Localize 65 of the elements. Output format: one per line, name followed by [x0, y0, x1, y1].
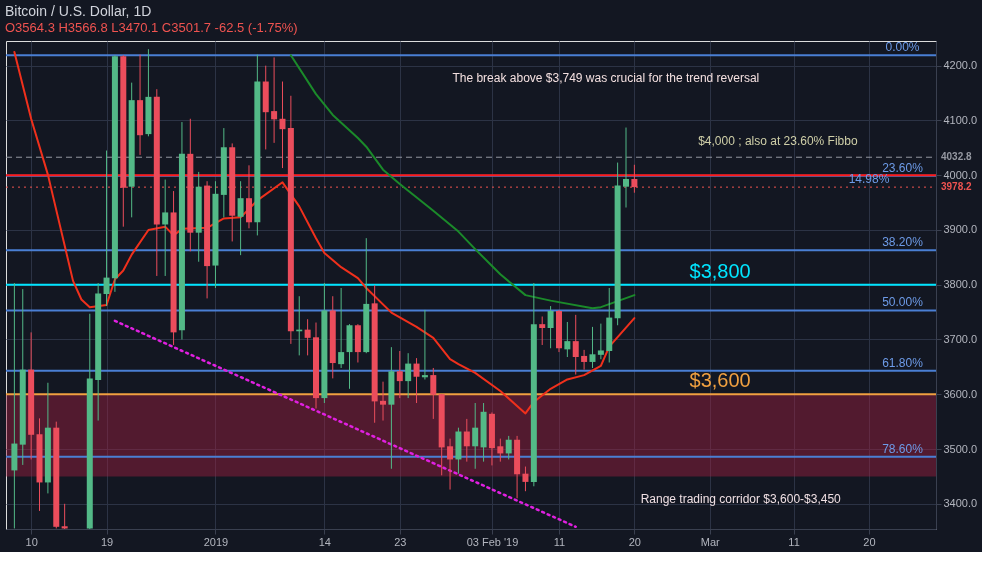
candlestick: [162, 179, 169, 277]
annotation: 23.60%: [882, 160, 924, 175]
annotation: 61.80%: [882, 355, 924, 370]
candlestick: [11, 282, 18, 529]
annotation: $4,000 ; also at 23.60% Fibbo: [698, 134, 858, 149]
x-tick-label: 20: [628, 535, 641, 548]
annotation: 78.60%: [882, 441, 924, 456]
x-tick-label: 20: [863, 535, 876, 548]
ref-line-label: 3978.2: [941, 181, 973, 193]
y-tick-label: 4000.0: [943, 168, 978, 181]
candlestick: [338, 287, 345, 369]
x-tick-label: Mar: [700, 535, 721, 548]
candlestick: [547, 305, 554, 349]
candlestick: [472, 402, 479, 470]
candlestick: [539, 315, 546, 346]
candlestick: [572, 314, 579, 376]
chart-subtitle: O3564.3 H3566.8 L3470.1 C3501.7 -62.5 (-1.75%): [5, 20, 298, 35]
candlestick: [421, 309, 428, 380]
candlestick: [522, 466, 529, 492]
candlestick: [581, 349, 588, 371]
ref-line-label: $3,600: [689, 369, 751, 392]
candlestick: [413, 357, 420, 404]
candlestick: [279, 81, 286, 169]
y-tick-label: 3400.0: [943, 497, 978, 510]
x-tick-label: 11: [553, 535, 566, 548]
candlestick: [505, 435, 512, 460]
y-tick-label: 3700.0: [943, 333, 978, 345]
candlestick: [405, 352, 412, 399]
candlestick: [623, 127, 629, 208]
annotation: The break above $3,749 was crucial for the trend reversal: [452, 70, 760, 85]
candlestick: [463, 418, 470, 463]
y-tick-label: 3600.0: [943, 387, 978, 400]
x-tick-label: 03 Feb '19: [466, 535, 519, 548]
ref-line-label: $3,800: [689, 259, 751, 282]
ref-line-label: 4032.8: [941, 151, 973, 163]
candlestick: [589, 326, 596, 369]
y-tick-label: 3800.0: [943, 278, 978, 291]
annotation: 14.98%: [848, 172, 890, 187]
candlestick: [271, 56, 278, 144]
y-tick-label: 4100.0: [943, 113, 978, 126]
candlestick: [380, 381, 387, 422]
x-tick-label: 11: [788, 535, 800, 548]
candlestick: [430, 367, 437, 420]
candlestick: [564, 321, 571, 358]
chart-title: Bitcoin / U.S. Dollar, 1D: [5, 3, 152, 19]
candlestick: [61, 503, 68, 530]
candlestick: [237, 180, 244, 256]
y-tick-label: 4200.0: [943, 59, 978, 72]
x-tick-label: 10: [25, 535, 38, 548]
x-tick-label: 23: [394, 535, 407, 548]
x-tick-label: 19: [100, 535, 114, 548]
annotation: 0.00%: [885, 40, 920, 55]
y-tick-label: 3900.0: [943, 223, 978, 236]
annotation: 50.00%: [882, 295, 924, 310]
y-tick-label: 3500.0: [943, 442, 978, 455]
candlestick: [497, 438, 504, 463]
candlestick: [597, 323, 604, 360]
annotation: 38.20%: [882, 235, 924, 250]
candlestick: [304, 318, 311, 356]
candlestick: [103, 150, 110, 307]
band-label: Range trading corridor $3,600-$3,450: [640, 492, 842, 507]
x-tick-label: 14: [318, 535, 331, 548]
candlestick: [396, 350, 403, 399]
x-tick-label: 2019: [203, 535, 229, 548]
candlestick: [447, 438, 454, 491]
